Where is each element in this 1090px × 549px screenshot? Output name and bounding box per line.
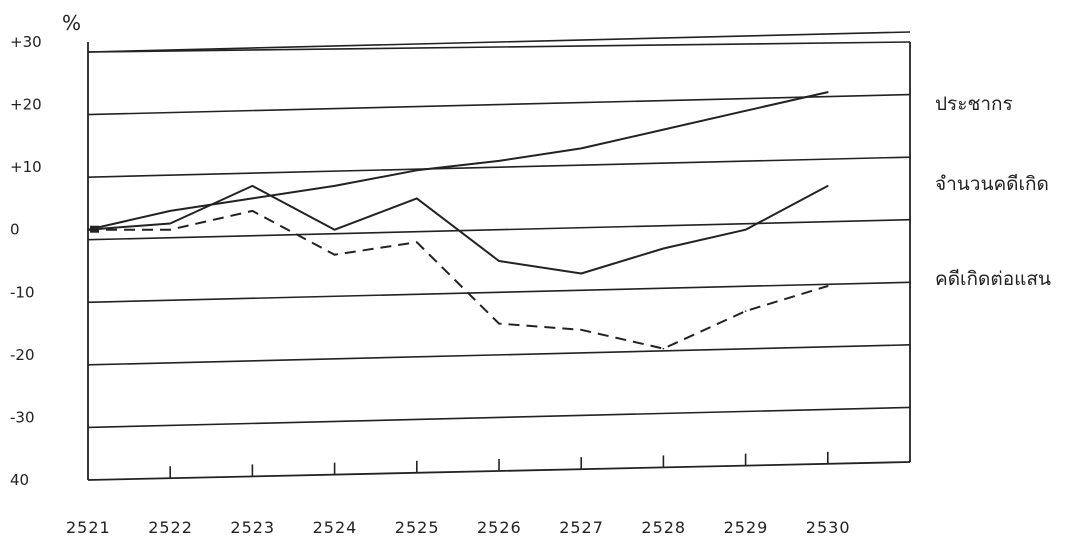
- data-point: [580, 272, 582, 275]
- data-point: [662, 247, 665, 250]
- gridline: [87, 156, 911, 178]
- y-tick-label: +30: [10, 33, 42, 51]
- data-point: [498, 260, 500, 262]
- y-tick-label: +10: [10, 158, 42, 176]
- data-point: [580, 147, 582, 150]
- data-point: [169, 210, 171, 212]
- data-point: [827, 285, 829, 287]
- data-point: [333, 185, 336, 187]
- data-point: [251, 210, 254, 212]
- data-point: [744, 110, 747, 112]
- x-tick-label: 2527: [559, 518, 604, 537]
- y-tick-label: 0: [10, 221, 20, 239]
- origin-marker: [90, 225, 99, 233]
- plot-top-edge: [87, 41, 911, 53]
- y-tick-label: -30: [10, 408, 35, 426]
- gridline: [87, 93, 911, 116]
- data-point: [827, 185, 829, 187]
- series-line-3: [88, 209, 829, 350]
- y-tick-labels: +30 +20 +10 0 -10 -20 -30 40: [10, 33, 42, 489]
- x-tick-label: 2525: [395, 518, 440, 537]
- data-point: [498, 322, 500, 325]
- series-line-1: [87, 91, 829, 231]
- data-point: [333, 228, 336, 231]
- data-point: [662, 347, 665, 350]
- gridline: [87, 344, 911, 366]
- gridline: [87, 31, 911, 53]
- x-tick-label: 2523: [230, 518, 275, 537]
- data-point: [333, 253, 336, 256]
- series-label-2: จำนวนคดีเกิด: [935, 173, 1049, 195]
- y-tick-label: -10: [10, 283, 35, 301]
- y-axis-unit-label: %: [62, 11, 81, 35]
- x-tick-label: 2522: [148, 518, 193, 537]
- data-point: [662, 128, 665, 131]
- series-line-2: [87, 184, 829, 275]
- x-tick-labels: 2521 2522 2523 2524 2525 2526 2527 2528 2529 2530: [66, 518, 851, 537]
- x-tick-label: 2528: [641, 518, 686, 537]
- data-point: [169, 228, 171, 231]
- grid: [87, 31, 911, 429]
- series-label-1: ประชากร: [935, 93, 1013, 115]
- data-point: [498, 160, 500, 162]
- data-point: [251, 185, 254, 187]
- data-point: [744, 310, 747, 312]
- data-point: [416, 197, 418, 200]
- data-point: [251, 197, 254, 200]
- gridline: [87, 406, 911, 429]
- gridline: [87, 281, 911, 304]
- x-tick-label: 2524: [313, 518, 358, 537]
- series-lines: [87, 91, 829, 350]
- data-point: [416, 241, 418, 243]
- data-point: [827, 91, 829, 93]
- data-point: [744, 228, 747, 231]
- x-tick-label: 2529: [724, 518, 769, 537]
- series-label-3: คดีเกิดต่อแสน: [935, 268, 1051, 290]
- data-point: [169, 222, 171, 225]
- x-tick-label: 2530: [806, 518, 851, 537]
- data-point: [416, 169, 418, 172]
- y-tick-label: 40: [10, 471, 29, 489]
- y-tick-label: -20: [10, 346, 35, 364]
- data-point: [580, 329, 582, 331]
- x-tick-label: 2526: [477, 518, 522, 537]
- gridline: [87, 218, 911, 241]
- y-tick-label: +20: [10, 96, 42, 114]
- data-point: [87, 228, 89, 231]
- axes: [87, 41, 911, 481]
- x-tick-label: 2521: [66, 518, 111, 537]
